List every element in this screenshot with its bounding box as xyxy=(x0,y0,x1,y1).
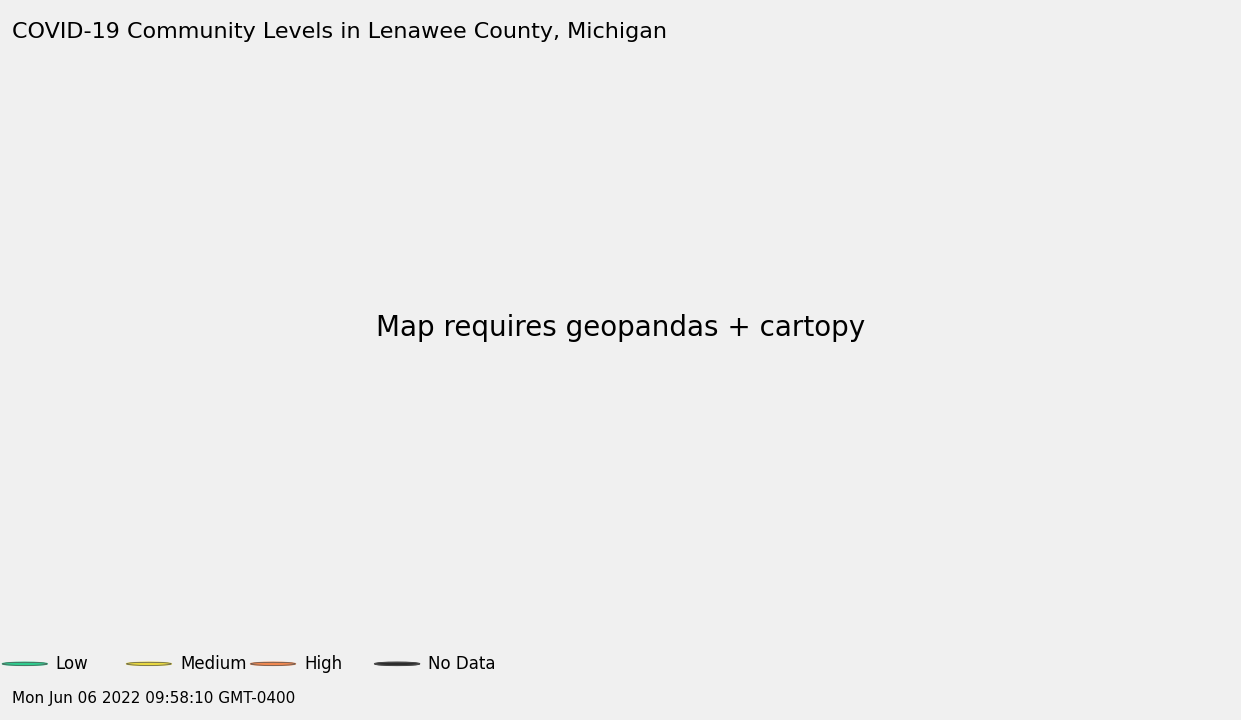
Text: Medium: Medium xyxy=(180,655,247,672)
Circle shape xyxy=(251,662,295,665)
Circle shape xyxy=(2,662,47,665)
Text: Mon Jun 06 2022 09:58:10 GMT-0400: Mon Jun 06 2022 09:58:10 GMT-0400 xyxy=(12,690,295,706)
Text: COVID-19 Community Levels in Lenawee County, Michigan: COVID-19 Community Levels in Lenawee Cou… xyxy=(12,22,668,42)
Circle shape xyxy=(127,662,171,665)
Circle shape xyxy=(375,662,419,665)
Text: No Data: No Data xyxy=(428,655,495,672)
Text: Map requires geopandas + cartopy: Map requires geopandas + cartopy xyxy=(376,314,865,341)
Text: High: High xyxy=(304,655,343,672)
Text: Low: Low xyxy=(56,655,88,672)
